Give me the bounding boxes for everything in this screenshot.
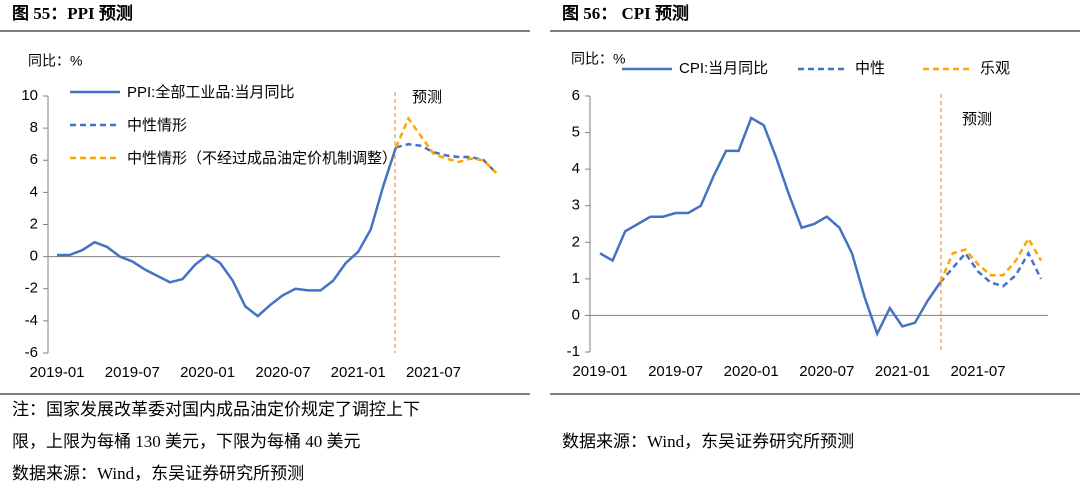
series-line <box>394 115 498 174</box>
y-tick-label: 3 <box>572 197 580 214</box>
y-tick-label: 6 <box>572 87 580 104</box>
source: 数据来源：Wind，东吴证券研究所预测 <box>12 464 304 483</box>
y-tick-label: 8 <box>30 119 38 136</box>
legend-label: PPI:全部工业品:当月同比 <box>127 84 295 101</box>
y-axis-label: 同比：% <box>571 51 625 67</box>
x-tick-label: 2021-07 <box>950 363 1005 380</box>
y-tick-label: 10 <box>21 87 38 104</box>
y-tick-label: 2 <box>572 233 580 250</box>
legend-label: 中性 <box>855 60 885 77</box>
series-line <box>939 236 1043 283</box>
y-tick-label: 4 <box>572 160 580 177</box>
legend-box: 中性情形 <box>127 117 188 134</box>
chart-title: 图 55：PPI 预测 <box>12 3 133 23</box>
y-tick-label: 0 <box>30 248 38 265</box>
legend-label: 乐观 <box>980 60 1010 77</box>
legend-label: 中性情形 <box>127 117 188 134</box>
x-tick-label: 2020-07 <box>255 364 310 381</box>
x-tick-label: 2020-07 <box>799 363 854 380</box>
legend-box: PPI:全部工业品:当月同比 <box>127 84 295 101</box>
y-tick-label: -4 <box>25 312 38 329</box>
series-line <box>57 147 398 318</box>
x-tick-label: 2019-01 <box>29 364 84 381</box>
series-line <box>939 250 1043 288</box>
note: 注：国家发展改革委对国内成品油定价规定了调控上下 <box>12 400 420 419</box>
x-tick-label: 2021-01 <box>331 364 386 381</box>
y-tick-label: -6 <box>25 344 38 361</box>
x-tick-label: 2020-01 <box>724 363 779 380</box>
y-tick-label: 4 <box>30 183 38 200</box>
x-tick-label: 2021-07 <box>406 364 461 381</box>
y-tick-label: -1 <box>567 343 580 360</box>
series-line <box>599 116 942 337</box>
y-tick-label: 2 <box>30 215 38 232</box>
x-tick-label: 2019-01 <box>572 363 627 380</box>
y-axis-label: 同比：% <box>28 53 82 69</box>
x-tick-label: 2019-07 <box>105 364 160 381</box>
y-tick-label: 5 <box>572 124 580 141</box>
x-tick-label: 2020-01 <box>180 364 235 381</box>
source: 数据来源：Wind，东吴证券研究所预测 <box>562 432 854 451</box>
legend-label: 中性情形（不经过成品油定价机制调整） <box>127 150 398 167</box>
y-tick-label: 1 <box>572 270 580 287</box>
legend-label: CPI:当月同比 <box>679 60 768 77</box>
y-tick-label: 6 <box>30 151 38 168</box>
x-tick-label: 2019-07 <box>648 363 703 380</box>
x-tick-label: 2021-01 <box>875 363 930 380</box>
forecast-label: 预测 <box>962 111 992 128</box>
forecast-label: 预测 <box>412 89 442 106</box>
series-line <box>395 142 498 174</box>
note: 限，上限为每桶 130 美元，下限为每桶 40 美元 <box>12 432 361 451</box>
chart-title: 图 56： CPI 预测 <box>562 3 689 23</box>
legend-box: 中性情形（不经过成品油定价机制调整） <box>127 150 398 167</box>
y-tick-label: -2 <box>25 280 38 297</box>
y-tick-label: 0 <box>572 306 580 323</box>
